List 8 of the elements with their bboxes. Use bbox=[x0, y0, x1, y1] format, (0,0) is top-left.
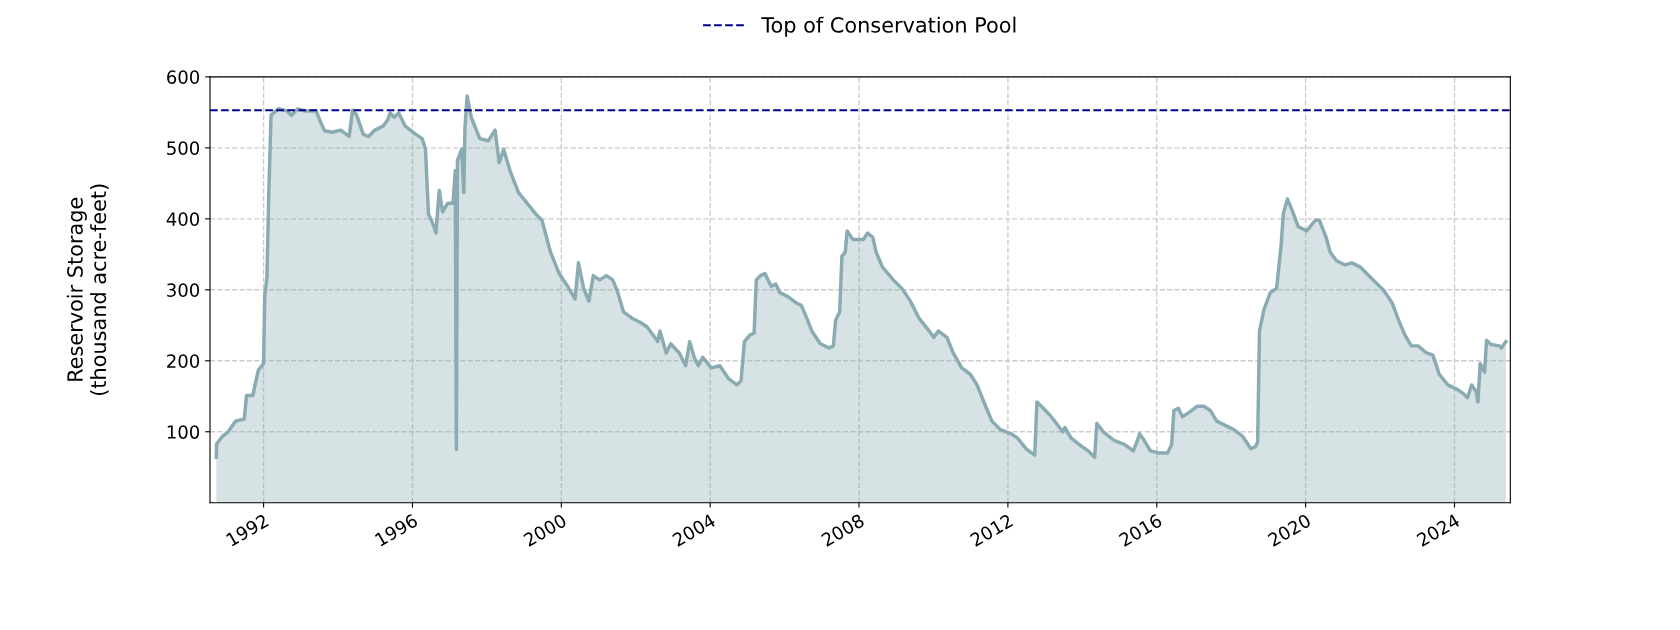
y-tick-label: 100 bbox=[167, 425, 200, 439]
y-tick-label: 400 bbox=[166, 212, 200, 226]
y-tick-label: 300 bbox=[167, 283, 200, 297]
y-tick-label: 200 bbox=[167, 354, 200, 368]
y-tick-label: 500 bbox=[167, 141, 200, 155]
legend-label: Top of Conservation Pool bbox=[761, 16, 1016, 37]
y-tick-label: 600 bbox=[167, 70, 200, 84]
y-axis-title: Reservoir Storage (thousand acre-feet) bbox=[66, 184, 109, 396]
